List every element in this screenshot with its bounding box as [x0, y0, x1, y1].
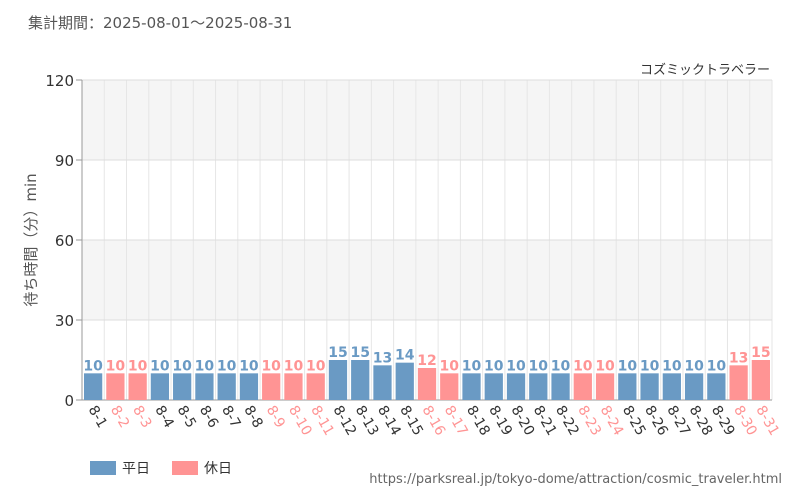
bar-value-label: 10 [684, 358, 704, 374]
x-tick-label: 8-31 [752, 403, 782, 439]
bar [195, 373, 214, 400]
bar [484, 373, 503, 400]
bar-value-label: 10 [662, 358, 682, 374]
y-axis-label: 待ち時間（分）min [22, 173, 40, 306]
bar-value-label: 10 [573, 358, 593, 374]
bar [440, 373, 459, 400]
bar [173, 373, 192, 400]
y-tick-label: 30 [55, 312, 74, 330]
bar-value-label: 14 [395, 348, 415, 364]
bar-value-label: 10 [529, 358, 549, 374]
period-label: 集計期間：2025-08-01～2025-08-31 [28, 14, 293, 32]
bar-value-label: 10 [595, 358, 615, 374]
bar [707, 373, 726, 400]
y-tick-label: 90 [55, 152, 74, 170]
bar [150, 373, 170, 400]
bar-value-label: 10 [306, 358, 326, 374]
bar [529, 373, 548, 400]
bar [284, 373, 303, 400]
bar-value-label: 10 [506, 358, 526, 374]
bar-value-label: 10 [484, 358, 504, 374]
bar [417, 368, 437, 400]
chart-title: コズミックトラベラー [640, 62, 770, 78]
bar [618, 373, 637, 400]
y-tick-label: 60 [55, 232, 74, 250]
x-tick-label: 8-1 [85, 403, 110, 431]
bar-value-label: 10 [172, 358, 192, 374]
bar [462, 373, 481, 400]
bar-value-label: 15 [751, 345, 770, 361]
bar [573, 373, 592, 400]
legend: 平日 休日 [90, 458, 232, 478]
bar-value-label: 10 [128, 358, 148, 374]
bar [506, 373, 526, 400]
grid-band [82, 240, 772, 320]
bar-value-label: 15 [328, 345, 347, 361]
y-tick-label: 0 [64, 392, 74, 410]
bar [351, 360, 370, 400]
bar [84, 373, 103, 400]
bar [106, 373, 125, 400]
x-tick-label: 8-4 [151, 403, 176, 431]
bar-value-label: 10 [150, 358, 170, 374]
bar [217, 373, 236, 400]
bar [306, 373, 325, 400]
legend-item-holiday[interactable]: 休日 [172, 458, 232, 478]
source-url: https://parksreal.jp/tokyo-dome/attracti… [369, 472, 782, 487]
bar-value-label: 15 [350, 345, 369, 361]
legend-item-weekday[interactable]: 平日 [90, 458, 150, 478]
x-tick-label: 8-6 [196, 403, 221, 431]
bar [373, 365, 392, 400]
bar [662, 373, 681, 400]
bar-value-label: 12 [417, 353, 436, 369]
bar [640, 373, 659, 400]
bar [239, 373, 259, 400]
bar-value-label: 10 [284, 358, 304, 374]
legend-label-holiday: 休日 [204, 461, 232, 477]
x-tick-label: 8-8 [240, 403, 265, 431]
x-tick-label: 8-2 [107, 403, 132, 431]
x-tick-label: 8-9 [263, 403, 288, 431]
bar-value-label: 10 [707, 358, 727, 374]
x-tick-label: 8-7 [218, 403, 243, 431]
bar [395, 362, 414, 400]
bar-value-label: 13 [373, 350, 392, 366]
bar-value-label: 10 [106, 358, 126, 374]
grid-band [82, 80, 772, 160]
x-tick-label: 8-3 [129, 403, 154, 431]
bar-value-label: 10 [217, 358, 237, 374]
bar [128, 373, 147, 400]
bar-value-label: 10 [462, 358, 482, 374]
x-tick-label: 8-5 [174, 403, 199, 431]
bar-value-label: 10 [261, 358, 281, 374]
legend-swatch-holiday [172, 461, 198, 475]
bar-value-label: 10 [83, 358, 103, 374]
bar-value-label: 10 [640, 358, 660, 374]
bar [729, 365, 748, 400]
bar-value-label: 10 [618, 358, 638, 374]
bar [751, 360, 770, 400]
bar [328, 360, 348, 400]
bar-value-label: 10 [239, 358, 259, 374]
bar-value-label: 10 [440, 358, 460, 374]
bar [684, 373, 704, 400]
legend-swatch-weekday [90, 461, 116, 475]
bar-value-label: 13 [729, 350, 748, 366]
bar [595, 373, 615, 400]
bar-value-label: 10 [195, 358, 215, 374]
bar-value-label: 10 [551, 358, 571, 374]
y-tick-label: 120 [45, 72, 74, 90]
bar [551, 373, 570, 400]
bar [262, 373, 281, 400]
legend-label-weekday: 平日 [122, 461, 150, 477]
